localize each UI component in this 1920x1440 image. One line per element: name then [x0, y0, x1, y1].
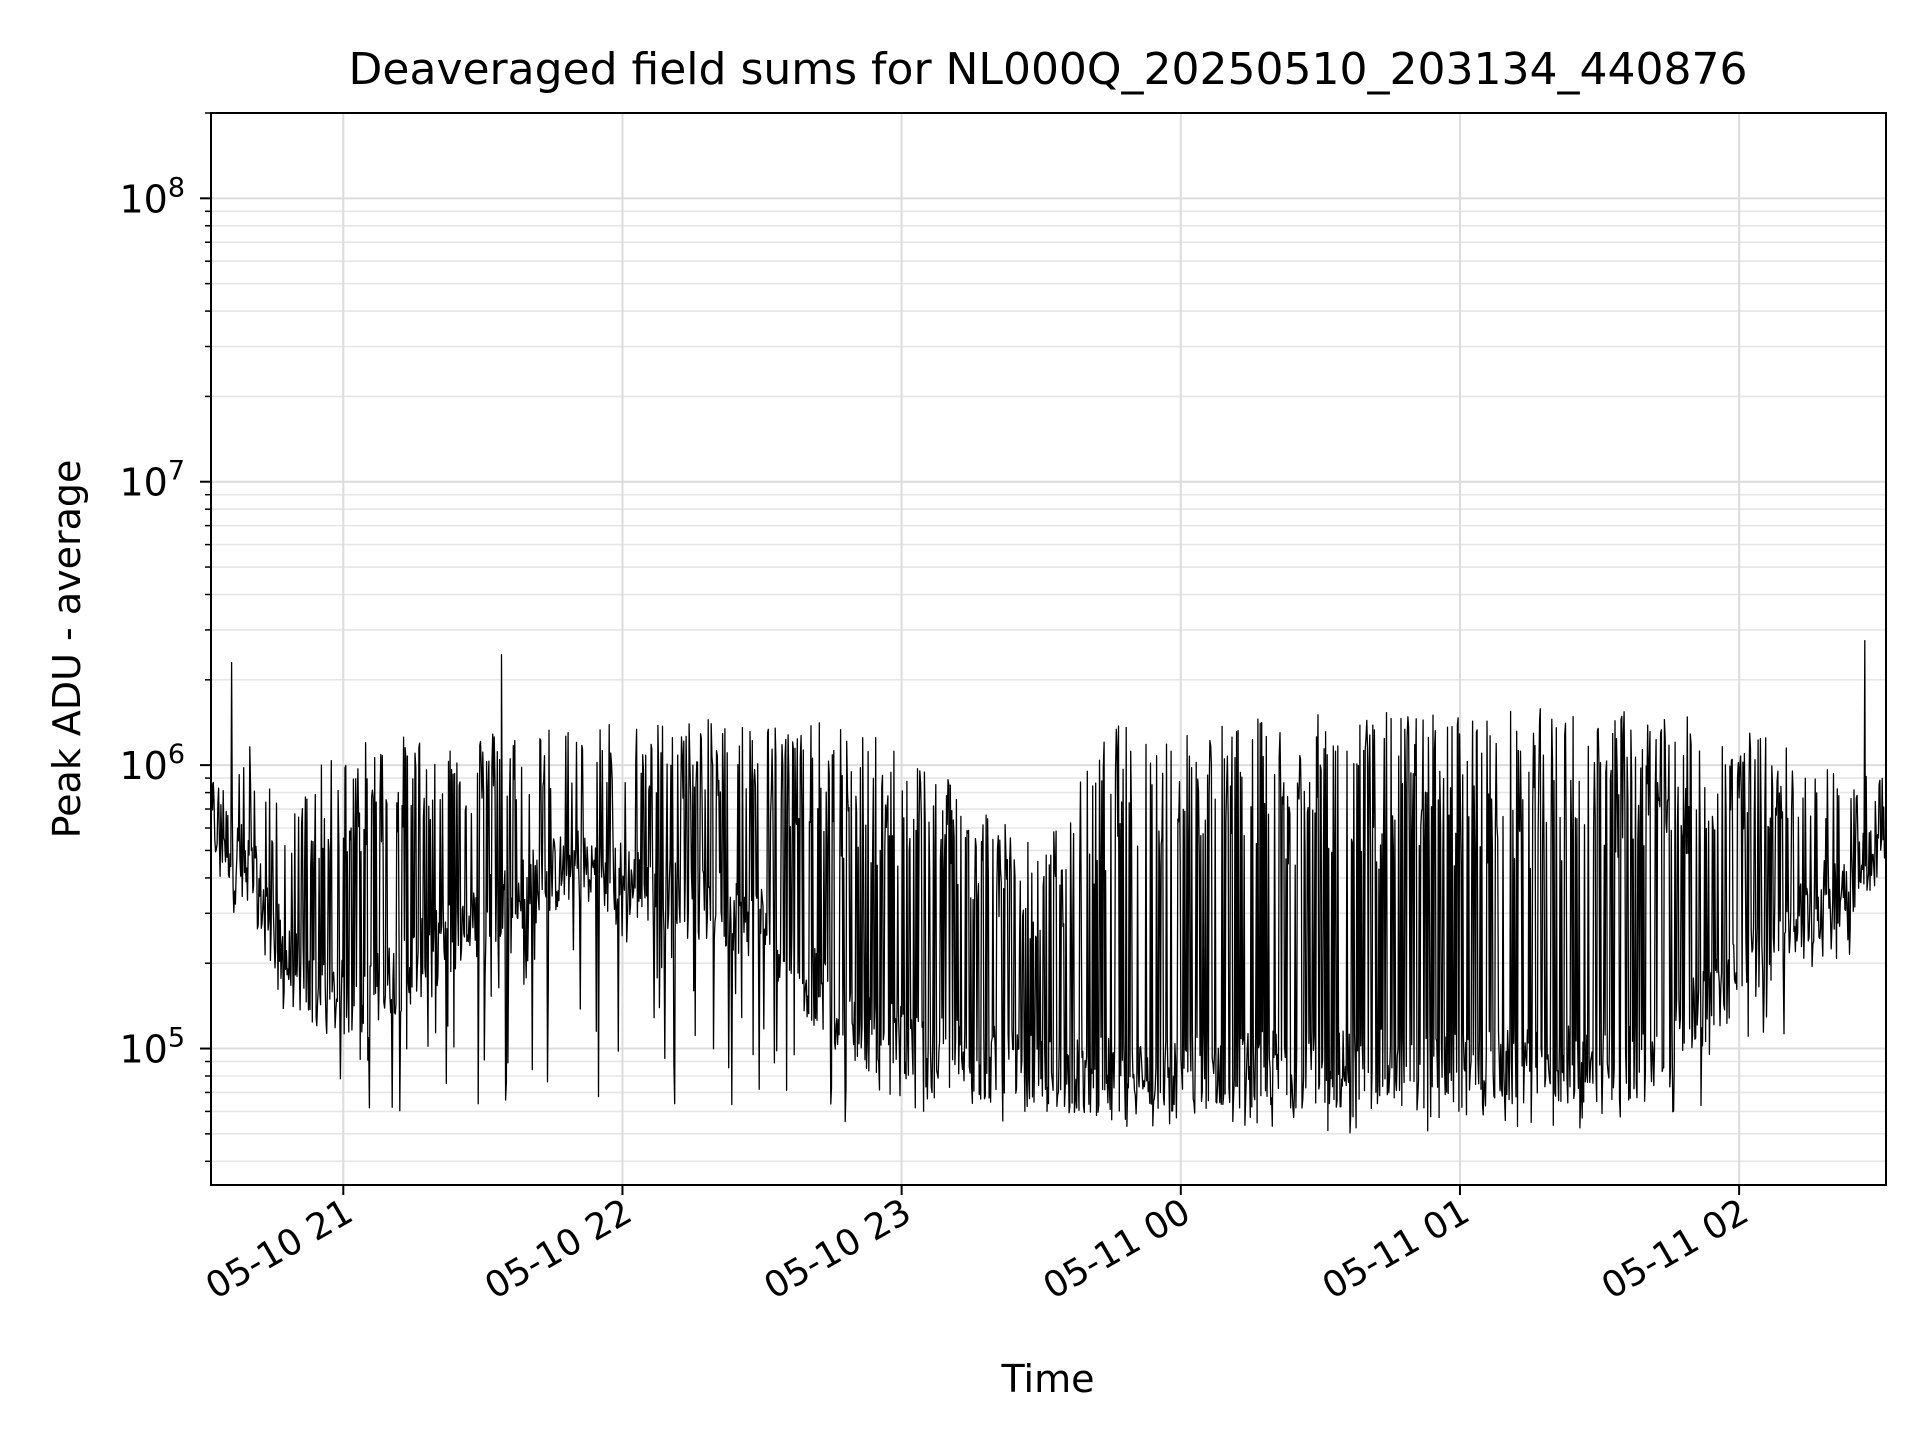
- plot-frame: [210, 112, 1887, 1186]
- chart-title: Deaveraged field sums for NL000Q_2025051…: [349, 44, 1748, 95]
- y-axis-label: Peak ADU - average: [45, 460, 89, 839]
- y-tick-label: 107: [119, 456, 185, 505]
- series-line: [210, 639, 1887, 1134]
- data-series: [210, 639, 1887, 1134]
- y-tick-label: 108: [119, 172, 185, 221]
- y-axis: 105 106 107 108: [119, 112, 211, 1163]
- y-tick-label: 105: [119, 1023, 185, 1072]
- x-axis-label: Time: [1001, 1357, 1095, 1401]
- y-tick-label: 106: [119, 739, 185, 788]
